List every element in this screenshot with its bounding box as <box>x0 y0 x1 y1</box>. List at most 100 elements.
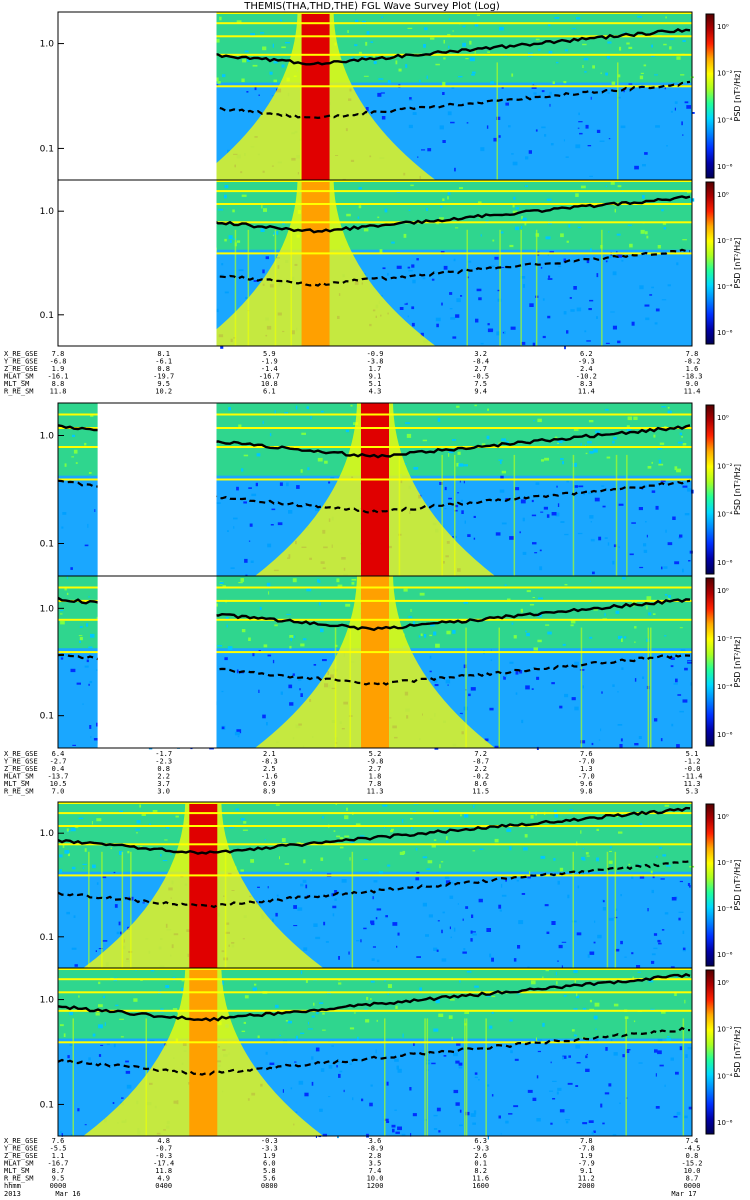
ephem-row-label: MLT_SM <box>4 380 29 388</box>
perigee-core <box>189 802 218 968</box>
spectral-spike <box>647 627 650 748</box>
colorbar-tick-label: 10⁰ <box>717 587 729 595</box>
panel-thd-par <box>57 575 715 750</box>
ephem-row-label: R_RE_SM <box>4 788 34 796</box>
spectral-spike <box>572 851 574 968</box>
ephem-value: 6.2 <box>580 350 593 358</box>
spectral-spike <box>351 851 354 968</box>
ephem-value: 7.6 <box>52 1137 65 1145</box>
spectral-spike <box>572 454 575 576</box>
colorbar <box>705 969 715 1135</box>
ephem-value: -9.3 <box>472 1145 489 1153</box>
ephem-value: 11.2 <box>578 1175 595 1183</box>
ephem-value: 1.9 <box>580 1152 593 1160</box>
ephem-value: 11.3 <box>684 780 701 788</box>
ephem-value: 3.5 <box>369 1160 382 1168</box>
perigee-core <box>301 12 330 180</box>
spectral-spike <box>234 229 237 346</box>
spectral-spike <box>424 1018 426 1136</box>
harmonic-line <box>58 991 692 994</box>
colorbar-tick-label: 10⁻² <box>717 859 733 867</box>
ephem-value: -0.7 <box>155 1145 172 1153</box>
ephem-value: -15.2 <box>681 1160 702 1168</box>
time-tick-label: 0800 <box>261 1182 278 1190</box>
ephem-value: 11.5 <box>472 788 489 796</box>
ephem-value: 2.5 <box>263 765 276 773</box>
harmonic-line <box>58 802 692 804</box>
spectral-spike <box>384 1018 386 1136</box>
y-tick-label: 1.0 <box>40 40 55 50</box>
ephem-value: -1.2 <box>684 758 701 766</box>
ephem-value: 7.8 <box>686 350 699 358</box>
perigee-core <box>189 968 218 1136</box>
ephem-value: 1.9 <box>52 365 65 373</box>
colorbar-label: PSD [nT²/Hz] <box>733 238 742 289</box>
ephem-value: -8.4 <box>472 358 489 366</box>
harmonic-line <box>58 843 692 846</box>
panel-tha-par <box>57 179 715 350</box>
harmonic-line <box>58 22 692 25</box>
ephem-row-label: X_RE_GSE <box>4 1137 38 1145</box>
ephem-value: 10.2 <box>155 388 172 396</box>
ephem-value: 7.8 <box>580 1137 593 1145</box>
colorbar <box>705 404 715 575</box>
ephem-value: 2.2 <box>474 765 487 773</box>
ephem-row-label: MLAT_SM <box>4 773 34 781</box>
spectral-spike <box>520 229 522 346</box>
ephem-value: -7.9 <box>578 1160 595 1168</box>
ephem-value: 9.5 <box>52 1175 65 1183</box>
ephem-value: -9.3 <box>578 358 595 366</box>
ephem-value: 6.1 <box>263 388 276 396</box>
harmonic-line <box>58 978 692 981</box>
panel-frame <box>57 179 693 347</box>
spectral-spike <box>88 851 90 968</box>
ephem-value: -6.8 <box>50 358 67 366</box>
ephem-value: 7.8 <box>369 780 382 788</box>
ephem-value: 8.9 <box>263 788 276 796</box>
ephem-value: 8.2 <box>474 1167 487 1175</box>
colorbar-tick-label: 10⁰ <box>717 414 729 422</box>
colorbar-tick-label: 10⁻² <box>717 237 733 245</box>
ephem-value: 5.8 <box>263 1167 276 1175</box>
panel-frame <box>57 575 693 749</box>
ephem-value: 8.3 <box>580 380 593 388</box>
colorbar-label: PSD [nT²/Hz] <box>733 71 742 122</box>
ephem-value: 11.3 <box>367 788 384 796</box>
ephem-value: 7.2 <box>474 750 487 758</box>
colorbar <box>705 181 715 345</box>
ephem-value: 11.8 <box>50 388 67 396</box>
ephem-row-label: X_RE_GSE <box>4 350 38 358</box>
y-tick-label: 1.0 <box>40 829 55 839</box>
date-start-label: Mar 16 <box>55 1190 80 1198</box>
ephem-value: 7.6 <box>580 750 593 758</box>
harmonic-line <box>58 478 692 481</box>
ephem-value: 8.1 <box>157 350 170 358</box>
data-gap <box>58 180 217 346</box>
spectral-spike <box>614 851 617 968</box>
spectral-spike <box>121 851 124 968</box>
spectral-spike <box>606 851 609 968</box>
ephem-value: 3.0 <box>157 788 170 796</box>
harmonic-line <box>58 53 692 56</box>
ephem-value: -0.5 <box>472 373 489 381</box>
perigee-core <box>361 576 389 748</box>
ephem-value: -13.7 <box>47 773 68 781</box>
ephem-value: 5.3 <box>686 788 699 796</box>
ephem-value: 9.5 <box>157 380 170 388</box>
ephem-value: -8.7 <box>472 758 489 766</box>
time-tick-label: 2000 <box>578 1182 595 1190</box>
ephem-value: 2.2 <box>157 773 170 781</box>
ephem-value: -7.0 <box>578 773 595 781</box>
ephem-value: 6.9 <box>263 780 276 788</box>
ephem-row-label: R_RE_SM <box>4 388 34 396</box>
colorbar-tick-label: 10⁻² <box>717 462 733 470</box>
ephem-value: -9.8 <box>367 758 384 766</box>
spectral-spike <box>485 1018 487 1136</box>
harmonic-line <box>58 190 692 193</box>
ephem-value: 9.0 <box>686 380 699 388</box>
cyclotron-curve-solid <box>57 806 691 855</box>
time-tick-label: 0400 <box>155 1182 172 1190</box>
harmonic-line <box>58 180 692 182</box>
colorbar-tick-label: 10⁻⁴ <box>717 511 733 519</box>
y-tick-label: 0.1 <box>40 539 54 549</box>
